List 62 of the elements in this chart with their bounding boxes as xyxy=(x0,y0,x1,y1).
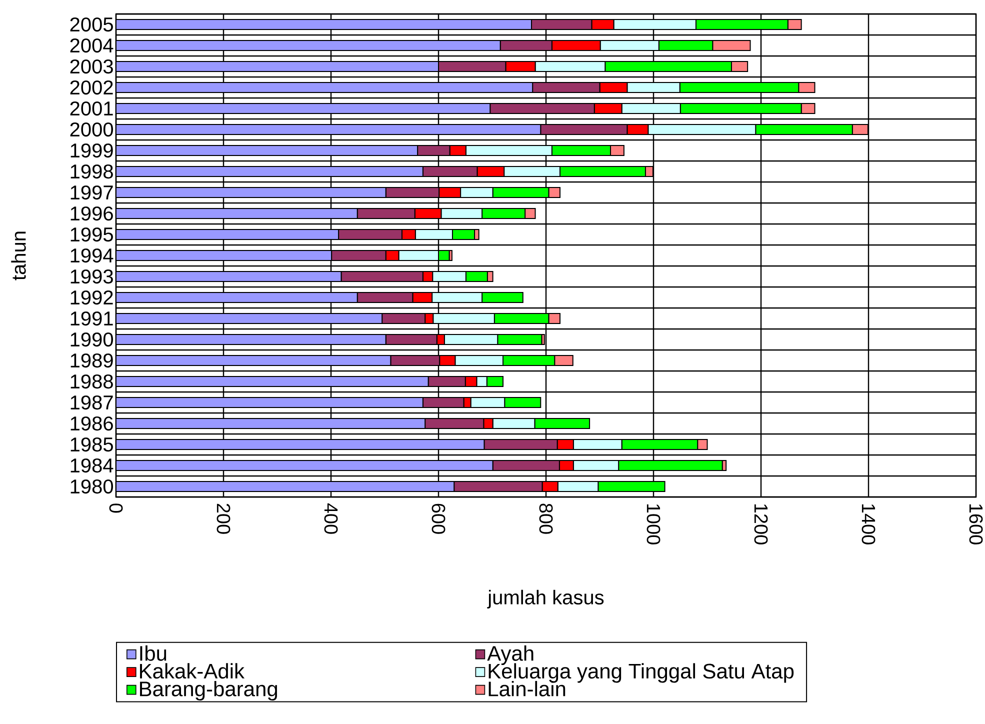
y-tick-label: 1994 xyxy=(70,248,114,263)
y-tick-label: 1980 xyxy=(70,479,114,494)
x-tick-label: 600 xyxy=(432,504,446,534)
y-tick-label: 1985 xyxy=(70,437,113,452)
y-tick-label: 1986 xyxy=(70,416,113,431)
y-tick-label: 1992 xyxy=(70,290,113,305)
bar xyxy=(116,250,332,262)
y-tick-label: 2003 xyxy=(70,59,113,74)
x-tick-label: 400 xyxy=(324,503,338,534)
x-tick-label: 0 xyxy=(109,504,123,513)
legend-label: Keluarga yang Tinggal Satu Atap xyxy=(488,663,794,683)
bar xyxy=(116,208,358,220)
bar xyxy=(116,229,340,240)
legend-label: Kakak-Adik xyxy=(140,663,245,679)
bar xyxy=(116,82,534,94)
y-tick-label: 1984 xyxy=(70,458,114,473)
y-tick-label: 1995 xyxy=(70,227,113,242)
bar xyxy=(116,166,424,178)
bar xyxy=(116,418,426,430)
bar xyxy=(116,124,542,136)
bar xyxy=(116,103,491,114)
y-tick-label: 1997 xyxy=(70,185,113,200)
bar xyxy=(116,19,532,30)
y-tick-label: 1993 xyxy=(70,269,113,284)
y-axis-title: tahun xyxy=(11,232,26,280)
x-tick-label: 1400 xyxy=(862,504,876,544)
y-tick-label: 1999 xyxy=(70,143,113,158)
bar xyxy=(116,460,494,472)
bar xyxy=(116,40,501,52)
x-tick-label: 800 xyxy=(539,504,553,534)
bar xyxy=(116,481,455,492)
legend-label: Ibu xyxy=(140,645,166,661)
bar xyxy=(116,334,386,346)
y-tick-label: 1998 xyxy=(70,164,113,179)
bar xyxy=(116,292,358,304)
y-tick-label: 1988 xyxy=(70,374,113,389)
y-tick-label: 2005 xyxy=(70,17,113,32)
y-tick-label: 2002 xyxy=(70,80,113,95)
x-tick-label: 1000 xyxy=(646,504,660,544)
x-tick-label: 200 xyxy=(216,504,230,534)
bar xyxy=(116,355,392,366)
y-tick-label: 1996 xyxy=(70,206,113,221)
y-tick-label: 2004 xyxy=(70,38,114,53)
bar xyxy=(116,61,440,72)
y-tick-label: 1991 xyxy=(70,311,113,326)
bar xyxy=(116,397,424,408)
bar xyxy=(116,439,485,450)
x-tick-label: 1600 xyxy=(969,504,983,544)
x-tick-label: 1200 xyxy=(754,504,768,544)
legend-label: Lain-lain xyxy=(488,680,566,696)
y-tick-label: 2001 xyxy=(70,101,113,116)
y-tick-label: 1987 xyxy=(70,395,113,410)
legend-label: Ayah xyxy=(487,645,534,665)
x-axis-title: jumlah kasus xyxy=(487,590,604,608)
bar xyxy=(116,145,418,156)
y-tick-label: 1989 xyxy=(70,353,113,368)
bar xyxy=(116,187,386,198)
y-tick-label: 1990 xyxy=(70,332,114,347)
y-tick-label: 2000 xyxy=(70,122,114,137)
bar xyxy=(116,376,429,388)
bar xyxy=(116,313,383,324)
legend-label: Barang-barang xyxy=(140,680,278,701)
